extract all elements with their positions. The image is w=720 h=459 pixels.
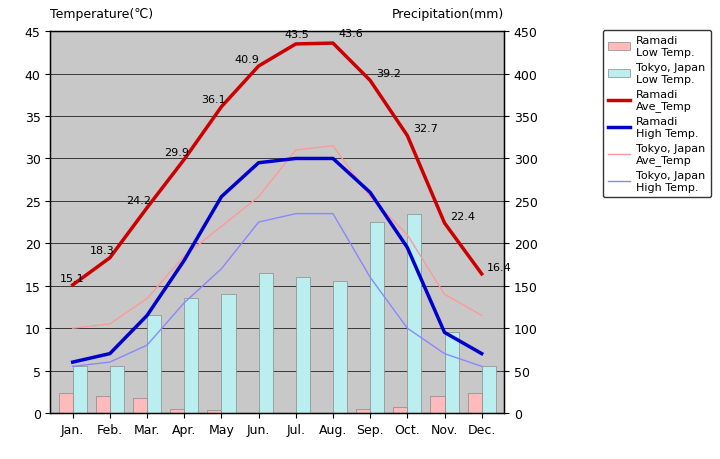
Text: 39.2: 39.2 — [376, 69, 400, 79]
Bar — [333, 282, 347, 413]
Bar — [110, 367, 124, 413]
Bar — [431, 396, 444, 413]
Bar — [170, 409, 184, 413]
Text: 43.6: 43.6 — [338, 29, 364, 39]
Text: 16.4: 16.4 — [487, 262, 512, 272]
Text: Temperature(℃): Temperature(℃) — [50, 8, 153, 21]
Bar — [467, 394, 482, 413]
Bar — [393, 407, 408, 413]
Legend: Ramadi
Low Temp., Tokyo, Japan
Low Temp., Ramadi
Ave_Temp, Ramadi
High Temp., To: Ramadi Low Temp., Tokyo, Japan Low Temp.… — [603, 31, 711, 198]
Bar — [370, 223, 384, 413]
Text: Precipitation(mm): Precipitation(mm) — [392, 8, 504, 21]
Text: 29.9: 29.9 — [164, 148, 189, 158]
Bar — [296, 278, 310, 413]
Bar — [58, 394, 73, 413]
Bar — [482, 367, 496, 413]
Bar — [258, 274, 273, 413]
Text: 24.2: 24.2 — [127, 196, 152, 206]
Text: 40.9: 40.9 — [235, 55, 259, 65]
Bar — [133, 398, 147, 413]
Bar — [184, 299, 199, 413]
Text: 43.5: 43.5 — [284, 30, 310, 40]
Bar — [408, 214, 421, 413]
Bar — [96, 396, 110, 413]
Text: 22.4: 22.4 — [450, 211, 475, 221]
Text: 36.1: 36.1 — [201, 95, 225, 105]
Text: 32.7: 32.7 — [413, 124, 438, 134]
Bar — [222, 295, 235, 413]
Bar — [207, 410, 222, 413]
Text: 15.1: 15.1 — [60, 273, 84, 283]
Bar — [356, 409, 370, 413]
Bar — [147, 316, 161, 413]
Text: 18.3: 18.3 — [89, 246, 114, 256]
Bar — [444, 333, 459, 413]
Bar — [73, 367, 87, 413]
